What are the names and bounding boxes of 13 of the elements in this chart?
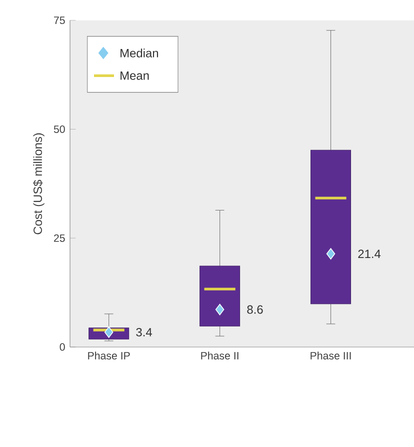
annotation: Mean [120, 71, 149, 80]
x-tick-label: Phase III [310, 352, 351, 360]
y-tick-label: 75 [54, 16, 65, 24]
y-tick-label: 50 [54, 125, 65, 133]
y-axis-title: Cost (US$ millions) [33, 133, 44, 234]
annotation: 8.6 [247, 305, 263, 314]
annotation: 3.4 [136, 328, 152, 336]
x-tick-label: Phase II [201, 352, 238, 360]
y-tick-label: 0 [60, 343, 65, 351]
x-tick-label: Phase IP [88, 352, 130, 360]
annotation: Median [120, 48, 158, 58]
annotation: 21.4 [358, 250, 381, 258]
y-tick-label: 25 [54, 234, 65, 242]
